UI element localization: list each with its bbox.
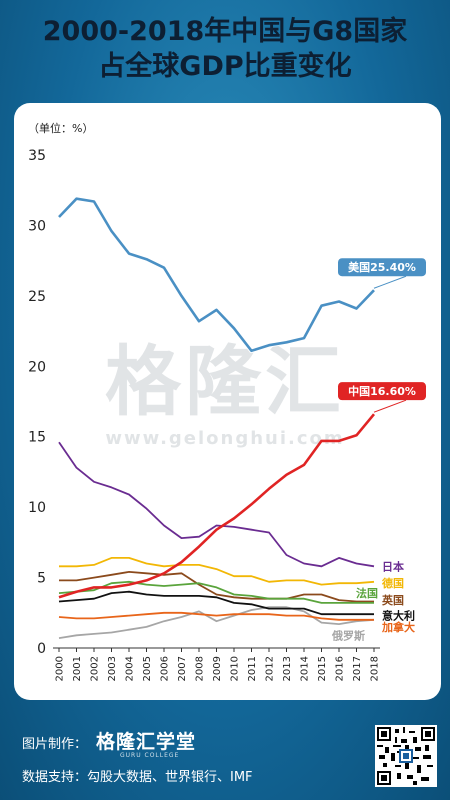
callout-label: 美国25.40%: [348, 260, 416, 274]
x-tick-label: 2002: [90, 656, 101, 681]
y-tick-label: 0: [37, 641, 46, 657]
y-tick-label: 20: [28, 359, 46, 375]
x-tick-label: 2008: [195, 656, 206, 681]
line-chart: 0 5 10 15 20 25 30 35 2000 2001 2002 2003 2004 2005 20…: [28, 148, 426, 681]
y-tick-label: 25: [28, 289, 46, 305]
series-label: 法国: [356, 586, 378, 600]
x-tick-label: 2005: [142, 656, 153, 681]
callout-pointer: [373, 399, 407, 413]
x-tick-label: 2018: [370, 656, 381, 681]
series-line-德国: [59, 556, 375, 586]
x-tick-label: 2010: [230, 656, 241, 681]
series-label: 日本: [382, 559, 404, 573]
x-tick-label: 2009: [212, 656, 223, 681]
series-line-日本: [58, 441, 375, 568]
series-line-英国: [59, 570, 374, 603]
x-tick-label: 2000: [55, 656, 66, 681]
chart-title-line1: 2000-2018年中国与G8国家: [42, 16, 408, 47]
y-tick-label: 15: [28, 430, 46, 446]
x-tick-label: 2012: [265, 656, 276, 681]
brand-logo: 格隆汇学堂: [96, 731, 197, 753]
series-line-法国: [58, 580, 374, 604]
x-tick-label: 2014: [300, 656, 311, 681]
brand-subtitle: GURU COLLEGE: [120, 752, 180, 759]
x-tick-label: 2006: [160, 656, 171, 681]
chart-title-line2: 占全球GDP比重变化: [98, 51, 352, 82]
x-tick-label: 2017: [352, 656, 363, 681]
x-tick-label: 2011: [247, 656, 258, 681]
x-tick-label: 2013: [282, 656, 293, 681]
series-label: 德国: [381, 576, 404, 590]
x-tick-label: 2003: [107, 656, 118, 681]
callout-label: 中国16.60%: [348, 384, 416, 398]
series-label: 俄罗斯: [331, 628, 365, 642]
series-label: 加拿大: [381, 620, 415, 634]
y-tick-label: 35: [28, 148, 46, 164]
callout-pointer: [373, 275, 407, 289]
x-tick-label: 2004: [125, 656, 136, 681]
qr-code[interactable]: [375, 725, 437, 787]
series-line-意大利: [58, 590, 374, 616]
x-tick-label: 2007: [177, 656, 188, 681]
callout-box: [338, 258, 426, 277]
series-label: 英国: [381, 593, 404, 607]
x-tick-label: 2001: [72, 656, 83, 681]
unit-label: （单位：%）: [28, 122, 94, 135]
y-tick-label: 10: [28, 500, 46, 516]
y-tick-label: 5: [37, 571, 46, 587]
x-tick-label: 2016: [335, 656, 346, 681]
series-label: 意大利: [382, 609, 415, 623]
series-line-美国: [58, 197, 375, 353]
series-line-俄罗斯: [58, 606, 375, 639]
series-line-中国: [58, 413, 376, 599]
x-tick-label: 2015: [317, 656, 328, 681]
maker-label: 图片制作：: [22, 737, 88, 752]
y-tick-label: 30: [28, 218, 46, 234]
data-source: 数据支持：勾股大数据、世界银行、IMF: [22, 770, 253, 785]
callout-box: [338, 382, 426, 401]
series-line-加拿大: [58, 611, 374, 621]
qr-code-icon: [377, 727, 435, 785]
